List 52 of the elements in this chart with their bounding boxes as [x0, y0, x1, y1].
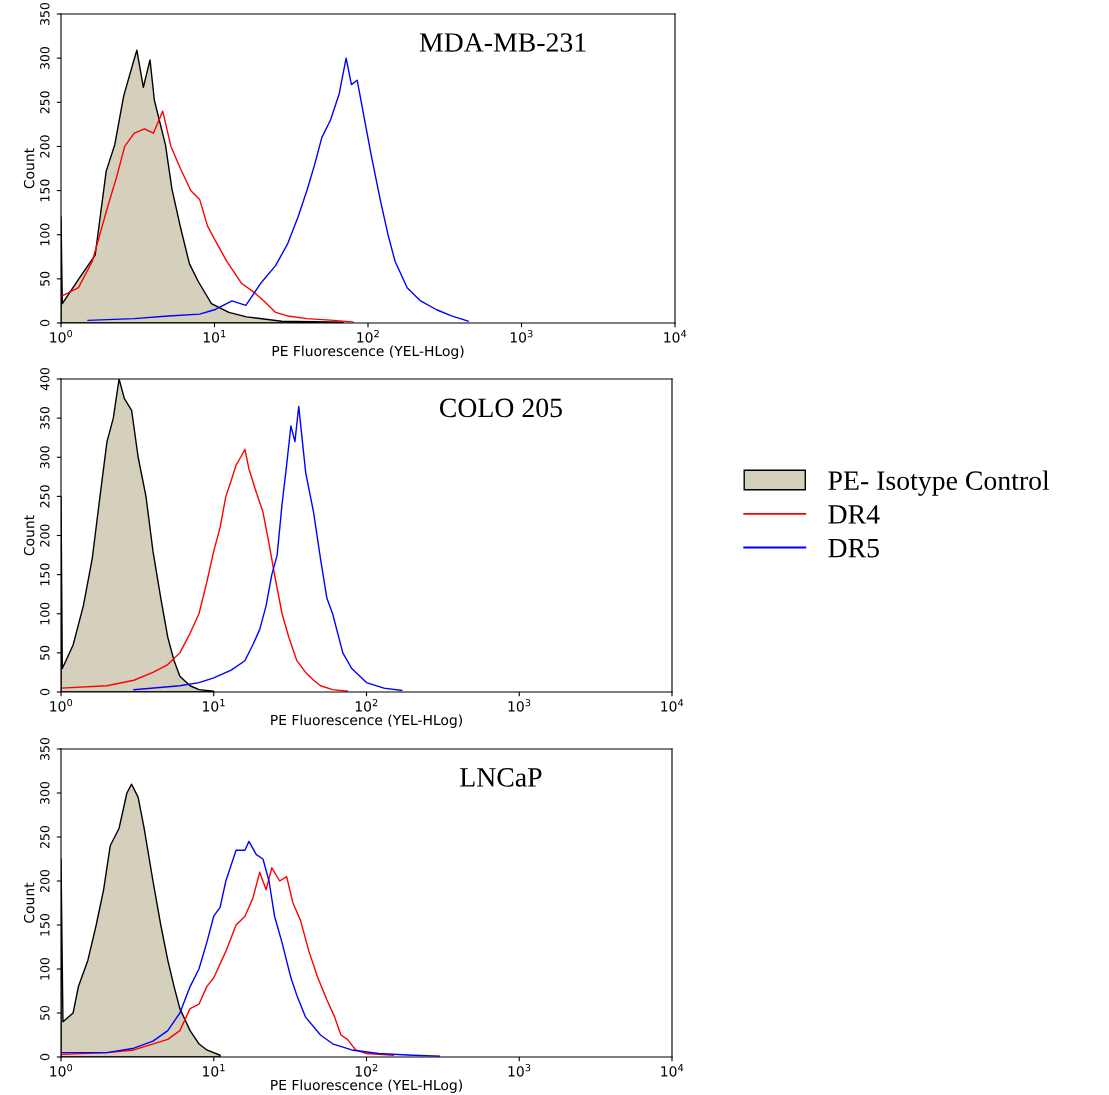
y-tick-label: 50 [40, 645, 50, 660]
y-tick-label: 150 [40, 913, 50, 936]
y-tick-label: 250 [40, 825, 50, 849]
legend-label: DR4 [828, 505, 880, 524]
y-tick-label: 300 [40, 781, 50, 804]
x-tick-label: 10$^{4}$ [664, 330, 687, 343]
y-tick-label: 0 [40, 319, 50, 327]
y-tick-label: 300 [40, 446, 50, 469]
y-tick-label: 200 [40, 524, 50, 547]
y-tick-label: 0 [40, 1053, 50, 1061]
x-tick-label: 10$^{2}$ [355, 1063, 378, 1077]
y-tick-label: 50 [40, 1005, 50, 1020]
y-tick-label: 250 [40, 485, 50, 508]
y-tick-label: 50 [40, 271, 50, 286]
x-tick-label: 10$^{3}$ [508, 1063, 531, 1077]
y-tick-label: 100 [40, 957, 50, 980]
text: LNCaP [460, 768, 542, 787]
y-tick-label: 150 [40, 563, 50, 586]
x-tick-label: 10$^{3}$ [508, 698, 531, 712]
x-tick-label: 10$^{4}$ [661, 699, 684, 712]
y-tick-label: 200 [40, 135, 50, 158]
y-tick-label: 300 [40, 47, 50, 70]
y-axis-title: Count [23, 882, 35, 923]
y-tick-label: 350 [40, 737, 50, 760]
text: COLO 205 [439, 398, 562, 418]
x-tick-label: 10$^{1}$ [203, 1064, 225, 1077]
y-tick-label: 250 [40, 91, 50, 114]
x-axis-title: PE Fluorescence (YEL-HLog) [271, 1079, 462, 1093]
x-axis-title: PE Fluorescence (YEL-HLog) [271, 714, 462, 728]
legend-label: PE- Isotype Control [828, 470, 1050, 496]
y-tick-label: 350 [40, 407, 50, 430]
y-tick-label: 0 [40, 688, 50, 696]
x-tick-label: 10$^{2}$ [357, 329, 379, 343]
y-axis-title: Count [23, 148, 35, 189]
x-tick-label: 10$^{1}$ [203, 330, 226, 343]
y-tick-label: 200 [40, 869, 50, 893]
y-tick-label: 400 [40, 367, 50, 391]
text: MDA-MB-231 [419, 33, 586, 52]
y-tick-label: 150 [40, 179, 50, 202]
x-tick-label: 10$^{0}$ [50, 1063, 73, 1077]
y-tick-label: 100 [40, 223, 50, 246]
x-tick-label: 10$^{4}$ [661, 1064, 684, 1077]
x-tick-label: 10$^{0}$ [50, 329, 73, 343]
y-axis-title: Count [23, 515, 35, 556]
legend-label: DR5 [828, 539, 879, 558]
x-tick-label: 10$^{0}$ [50, 698, 73, 712]
x-tick-label: 10$^{2}$ [355, 698, 378, 712]
y-tick-label: 350 [40, 2, 50, 25]
x-axis-title: PE Fluorescence (YEL-HLog) [272, 345, 464, 359]
x-tick-label: 10$^{1}$ [203, 699, 225, 712]
x-tick-label: 10$^{3}$ [510, 329, 533, 343]
y-tick-label: 100 [40, 602, 50, 625]
